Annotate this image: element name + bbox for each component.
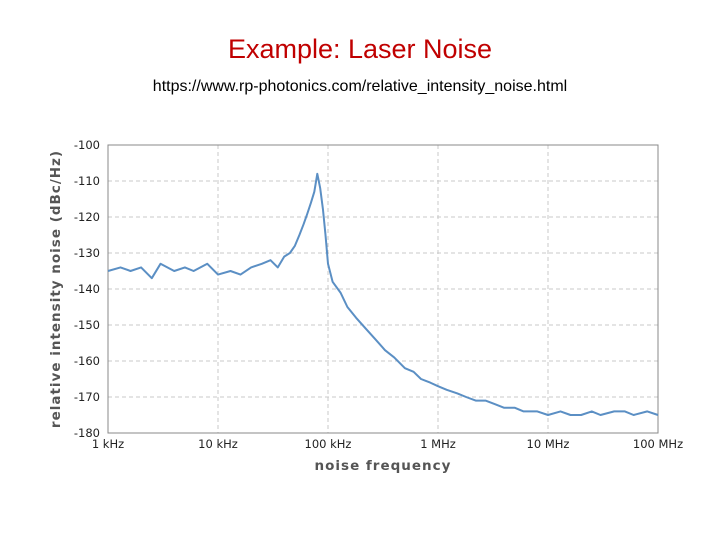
chart-grid — [107, 144, 659, 434]
y-tick-label: -120 — [74, 210, 100, 224]
source-url[interactable]: https://www.rp-photonics.com/relative_in… — [152, 78, 568, 95]
y-tick-label: -100 — [74, 138, 100, 152]
x-tick-label: 10 MHz — [527, 437, 570, 451]
y-axis-label: relative intensity noise (dBc/Hz) — [48, 150, 64, 428]
x-tick-label: 1 kHz — [92, 437, 124, 451]
x-tick-label: 1 MHz — [420, 437, 456, 451]
x-tick-label: 10 kHz — [198, 437, 238, 451]
y-tick-label: -170 — [74, 390, 100, 404]
plot-frame — [107, 144, 659, 434]
y-tick-label: -130 — [74, 246, 100, 260]
x-axis-ticks: 1 kHz 10 kHz 100 kHz 1 MHz 10 MHz 100 MHz — [92, 437, 683, 451]
y-tick-label: -140 — [74, 282, 100, 296]
y-tick-label: -110 — [74, 174, 100, 188]
y-tick-label: -180 — [74, 426, 100, 440]
y-axis-ticks: -100 -110 -120 -130 -140 -150 -160 -170 -180 — [74, 138, 100, 440]
rin-series-line — [107, 172, 659, 416]
x-tick-label: 100 kHz — [305, 437, 352, 451]
slide-title: Example: Laser Noise — [227, 34, 493, 64]
x-tick-label: 100 MHz — [633, 437, 683, 451]
y-tick-label: -160 — [74, 354, 100, 368]
y-tick-label: -150 — [74, 318, 100, 332]
x-axis-label: noise frequency — [315, 458, 452, 474]
